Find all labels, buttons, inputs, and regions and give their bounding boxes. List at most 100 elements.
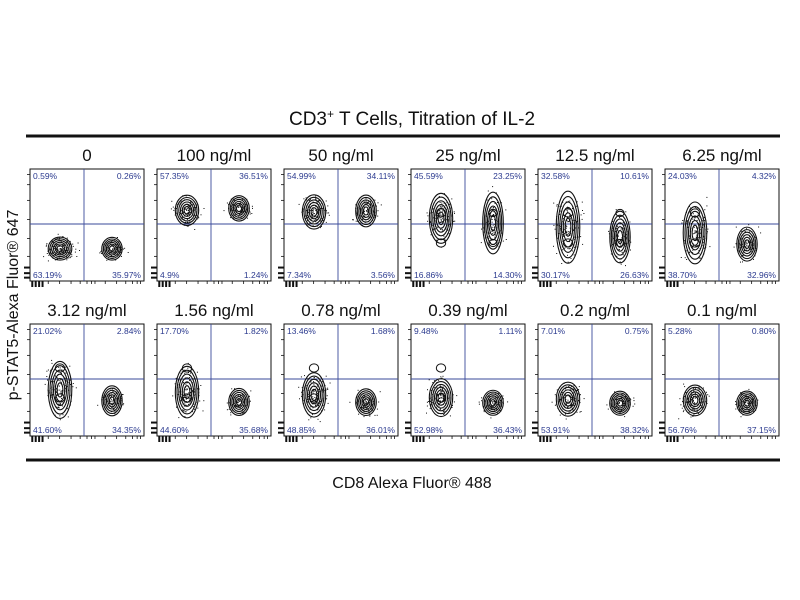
plot-frame	[283, 323, 399, 437]
plot-frame	[410, 168, 526, 282]
quadrant-label-lower-left: 53.91%	[541, 425, 570, 435]
plot-frame	[664, 168, 780, 282]
quadrant-label-upper-left: 32.58%	[541, 171, 570, 181]
plot-frame	[156, 323, 272, 437]
cd8-negative-population	[298, 194, 330, 230]
quadrant-label-lower-left: 63.19%	[33, 270, 62, 280]
axis-ticks	[278, 174, 395, 287]
contour-populations	[678, 383, 759, 420]
quadrant-label-upper-left: 7.01%	[541, 326, 566, 336]
contour-populations	[298, 194, 382, 230]
quadrant-label-lower-left: 48.85%	[287, 425, 316, 435]
panel-title: 0.78 ng/ml	[301, 301, 380, 320]
axis-ticks	[659, 329, 776, 442]
panel-12: 0.1 ng/ml 5.28% 0.80% 56.76% 37.15%	[659, 301, 780, 442]
panel-3: 50 ng/ml 54.99% 34.11% 7.34% 3.56%	[278, 146, 399, 287]
quadrant-label-lower-left: 44.60%	[160, 425, 189, 435]
cd8-positive-population	[226, 387, 252, 417]
quadrant-label-upper-right: 0.75%	[625, 326, 650, 336]
axis-ticks	[24, 174, 141, 287]
panel-11: 0.2 ng/ml 7.01% 0.75% 53.91% 38.32%	[532, 301, 653, 442]
quadrant-label-lower-right: 3.56%	[371, 270, 396, 280]
x-axis-label: CD8 Alexa Fluor® 488	[332, 475, 492, 492]
cd8-positive-population	[349, 388, 381, 418]
axis-ticks	[24, 329, 141, 442]
panel-4: 25 ng/ml 45.59% 23.25% 16.86% 14.30%	[405, 146, 526, 287]
plot-frame	[664, 323, 780, 437]
quadrant-label-lower-right: 36.43%	[493, 425, 522, 435]
cd8-negative-population	[43, 233, 80, 262]
panel-title: 0.39 ng/ml	[428, 301, 507, 320]
panel-8: 1.56 ng/ml 17.70% 1.82% 44.60% 35.68%	[151, 301, 272, 442]
contour-populations	[426, 363, 509, 419]
quadrant-label-lower-right: 35.97%	[112, 270, 141, 280]
quadrant-label-lower-right: 34.35%	[112, 425, 141, 435]
quadrant-label-upper-right: 36.51%	[239, 171, 268, 181]
quadrant-label-upper-right: 23.25%	[493, 171, 522, 181]
cd8-negative-population	[172, 362, 205, 419]
panel-grid: 0 0.59% 0.26% 63.19% 35.97% 100 ng/ml 57.35% 36…	[24, 146, 780, 442]
quadrant-label-lower-left: 30.17%	[541, 270, 570, 280]
panel-2: 100 ng/ml 57.35% 36.51% 4.9% 1.24%	[151, 146, 272, 287]
plot-frame	[537, 168, 653, 282]
quadrant-label-upper-right: 0.26%	[117, 171, 142, 181]
plot-frame	[283, 168, 399, 282]
quadrant-label-upper-left: 17.70%	[160, 326, 189, 336]
quadrant-label-upper-left: 45.59%	[414, 171, 443, 181]
quadrant-label-upper-right: 0.80%	[752, 326, 777, 336]
panel-title: 0.2 ng/ml	[560, 301, 630, 320]
panel-title: 100 ng/ml	[177, 146, 252, 165]
quadrant-label-upper-left: 9.48%	[414, 326, 439, 336]
axis-ticks	[151, 174, 268, 287]
cd8-negative-population	[678, 383, 710, 420]
contour-populations	[551, 381, 636, 420]
quadrant-label-lower-left: 41.60%	[33, 425, 62, 435]
panel-9: 0.78 ng/ml 13.46% 1.68% 48.85% 36.01%	[278, 301, 399, 442]
plot-frame	[537, 323, 653, 437]
quadrant-label-upper-left: 5.28%	[668, 326, 693, 336]
title-main: CD3	[289, 109, 327, 130]
quadrant-label-upper-right: 4.32%	[752, 171, 777, 181]
contour-populations	[44, 359, 125, 421]
quadrant-label-upper-right: 34.11%	[367, 171, 396, 181]
panel-title: 6.25 ng/ml	[682, 146, 761, 165]
contour-populations	[680, 196, 762, 265]
quadrant-label-lower-right: 35.68%	[239, 425, 268, 435]
panel-10: 0.39 ng/ml 9.48% 1.11% 52.98% 36.43%	[405, 301, 526, 442]
panel-title: 0	[82, 146, 91, 165]
title-superscript: +	[327, 107, 334, 121]
plot-frame	[156, 168, 272, 282]
cd8-positive-population	[97, 385, 125, 417]
panel-title: 1.56 ng/ml	[174, 301, 253, 320]
panel-5: 12.5 ng/ml 32.58% 10.61% 30.17% 26.63%	[532, 146, 653, 287]
quadrant-label-lower-right: 1.24%	[244, 270, 269, 280]
contour-populations	[298, 363, 381, 423]
cd8-negative-population	[170, 194, 205, 230]
quadrant-label-upper-left: 0.59%	[33, 171, 58, 181]
axis-ticks	[151, 329, 268, 442]
cd8-negative-population	[426, 192, 456, 248]
contour-populations	[553, 190, 632, 267]
cd8-positive-population	[478, 389, 509, 419]
quadrant-label-lower-left: 56.76%	[668, 425, 697, 435]
axis-ticks	[659, 174, 776, 287]
quadrant-label-upper-right: 2.84%	[117, 326, 142, 336]
quadrant-label-upper-right: 1.68%	[371, 326, 396, 336]
cd8-positive-population	[735, 388, 759, 418]
quadrant-label-lower-right: 38.32%	[620, 425, 649, 435]
quadrant-label-lower-right: 36.01%	[366, 425, 395, 435]
axis-ticks	[405, 329, 522, 442]
quadrant-label-upper-left: 57.35%	[160, 171, 189, 181]
cd8-positive-population	[99, 236, 129, 261]
contour-populations	[426, 186, 507, 255]
contour-populations	[43, 233, 129, 262]
cd8-positive-population	[480, 186, 507, 255]
quadrant-label-lower-left: 52.98%	[414, 425, 443, 435]
panel-title: 50 ng/ml	[308, 146, 373, 165]
quadrant-label-lower-right: 14.30%	[493, 270, 522, 280]
contour-populations	[172, 362, 252, 419]
quadrant-label-lower-left: 38.70%	[668, 270, 697, 280]
plot-frame	[29, 168, 145, 282]
panel-7: 3.12 ng/ml 21.02% 2.84% 41.60% 34.35%	[24, 301, 145, 442]
